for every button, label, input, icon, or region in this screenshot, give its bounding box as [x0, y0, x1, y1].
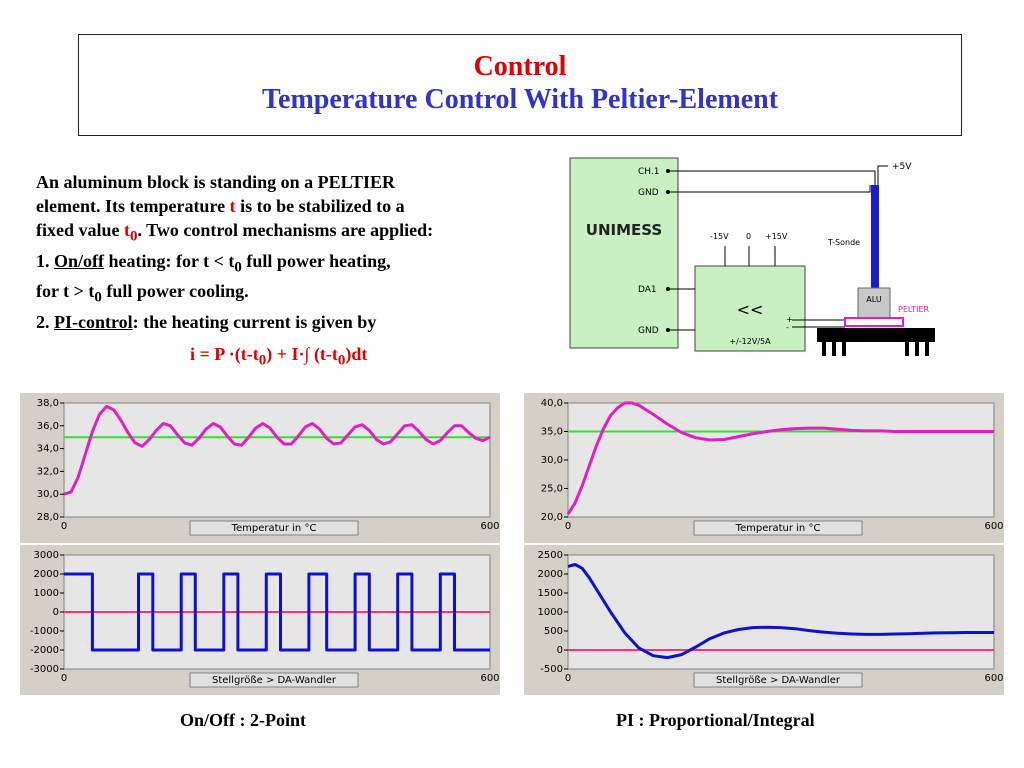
x-tick-label: 0: [61, 673, 67, 684]
caption-pi: PI : Proportional/Integral: [616, 710, 815, 730]
peltier-schematic: UNIMESS CH.1 GND DA1 GND +5V << +/-12V/5…: [569, 157, 935, 356]
y-tick-label: 28,0: [37, 512, 59, 523]
desc-line-5: for t > t0 full power cooling.: [36, 281, 249, 306]
description-text: An aluminum block is standing on a PELTI…: [36, 170, 556, 334]
pi-temperature-chart: 40,0 35,0 30,0 25,0 20,00 600 Temperatur in °C: [524, 393, 1004, 543]
y-tick-label: 1000: [34, 588, 59, 599]
x-tick-label: 600: [480, 673, 499, 684]
x-tick-label: 0: [565, 521, 571, 532]
pi-formula: i = P ·(t-t0) + I·∫ (t-t0)dt: [190, 344, 368, 369]
y-tick-label: 25,0: [541, 484, 563, 495]
svg-text:+15V: +15V: [765, 232, 788, 241]
x-axis-label: Temperatur in °C: [735, 523, 821, 534]
svg-text:+: +: [786, 315, 793, 324]
x-axis-label: Stellgröße > DA-Wandler: [716, 675, 841, 686]
svg-text:0: 0: [746, 232, 751, 241]
x-tick-label: 600: [984, 673, 1003, 684]
series-line: [64, 572, 490, 652]
svg-text:-: -: [786, 323, 789, 332]
desc-line-2: element. Its temperature t is to be stab…: [36, 196, 405, 216]
x-tick-label: 0: [61, 521, 67, 532]
x-tick-label: 0: [565, 673, 571, 684]
desc-line-3: fixed value t0. Two control mechanisms a…: [36, 220, 434, 245]
amplifier-box: [694, 265, 806, 352]
y-tick-label: 2500: [538, 550, 563, 561]
svg-text:T-Sonde: T-Sonde: [827, 238, 860, 247]
svg-text:<<: <<: [737, 300, 764, 319]
svg-text:DA1: DA1: [638, 285, 657, 295]
x-tick-label: 600: [480, 521, 499, 532]
y-tick-label: 38,0: [37, 398, 59, 409]
y-tick-label: 30,0: [37, 489, 59, 500]
y-tick-label: 2000: [538, 569, 563, 580]
svg-text:+/-12V/5A: +/-12V/5A: [729, 337, 771, 346]
svg-text:+5V: +5V: [892, 162, 912, 172]
series-line: [63, 404, 491, 496]
axis-label-box: [693, 672, 863, 688]
plot-area: [567, 402, 995, 518]
y-tick-label: -500: [540, 664, 563, 675]
plot-area: [63, 402, 491, 518]
svg-text:GND: GND: [638, 326, 659, 336]
y-tick-label: 2000: [34, 569, 59, 580]
page-subtitle: Temperature Control With Peltier-Element: [261, 84, 779, 115]
heatsink: [817, 328, 935, 342]
y-tick-label: -1000: [30, 626, 59, 637]
y-tick-label: 3000: [34, 550, 59, 561]
svg-text:GND: GND: [638, 188, 659, 198]
t-sonde-probe: [871, 185, 879, 290]
axis-label-box: [189, 672, 359, 688]
x-axis-label: Temperatur in °C: [231, 523, 317, 534]
y-tick-label: 20,0: [541, 512, 563, 523]
y-tick-label: 36,0: [37, 421, 59, 432]
desc-line-1: An aluminum block is standing on a PELTI…: [36, 172, 395, 192]
alu-block: [857, 287, 891, 319]
series-line: [567, 563, 994, 660]
x-axis-label: Stellgröße > DA-Wandler: [212, 675, 337, 686]
svg-text:-15V: -15V: [710, 232, 729, 241]
desc-line-6: 2. PI-control: the heating current is gi…: [36, 311, 377, 332]
y-tick-label: 34,0: [37, 444, 59, 455]
x-tick-label: 600: [984, 521, 1003, 532]
onoff-temperature-chart: 38,0 36,0 34,0 32,0 30,0 28,00 600 Temperatur i…: [20, 393, 500, 543]
y-tick-label: 1500: [538, 588, 563, 599]
y-tick-label: 40,0: [541, 398, 563, 409]
y-tick-label: 35,0: [541, 427, 563, 438]
axis-label-box: [693, 520, 863, 536]
page-title: Control: [473, 51, 567, 82]
caption-onoff: On/Off : 2-Point: [180, 710, 306, 730]
y-tick-label: 30,0: [541, 455, 563, 466]
series-line: [566, 401, 994, 515]
pi-chart-panel: 40,0 35,0 30,0 25,0 20,0 0 600 Temperatur in °C…: [524, 393, 1004, 695]
y-tick-label: -3000: [30, 664, 59, 675]
axis-label-box: [189, 520, 359, 536]
y-tick-label: 0: [53, 607, 59, 618]
svg-text:CH.1: CH.1: [638, 167, 659, 177]
unimess-label: UNIMESS: [586, 221, 662, 239]
title-box: Control Temperature Control With Peltier…: [78, 34, 962, 136]
onoff-chart-panel: 38,0 36,0 34,0 32,0 30,0 28,0 0 600 Temperatur i…: [20, 393, 500, 695]
peltier-element: [844, 317, 904, 327]
svg-text:ALU: ALU: [866, 295, 882, 304]
desc-line-4: 1. On/off heating: for t < t0 full power…: [36, 250, 391, 276]
y-tick-label: 32,0: [37, 466, 59, 477]
unimess-box: [569, 157, 679, 349]
y-tick-label: 500: [544, 626, 563, 637]
y-tick-label: 1000: [538, 607, 563, 618]
y-tick-label: -2000: [30, 645, 59, 656]
svg-text:PELTIER: PELTIER: [898, 305, 930, 314]
plot-area: [567, 554, 995, 670]
y-tick-label: 0: [557, 645, 563, 656]
